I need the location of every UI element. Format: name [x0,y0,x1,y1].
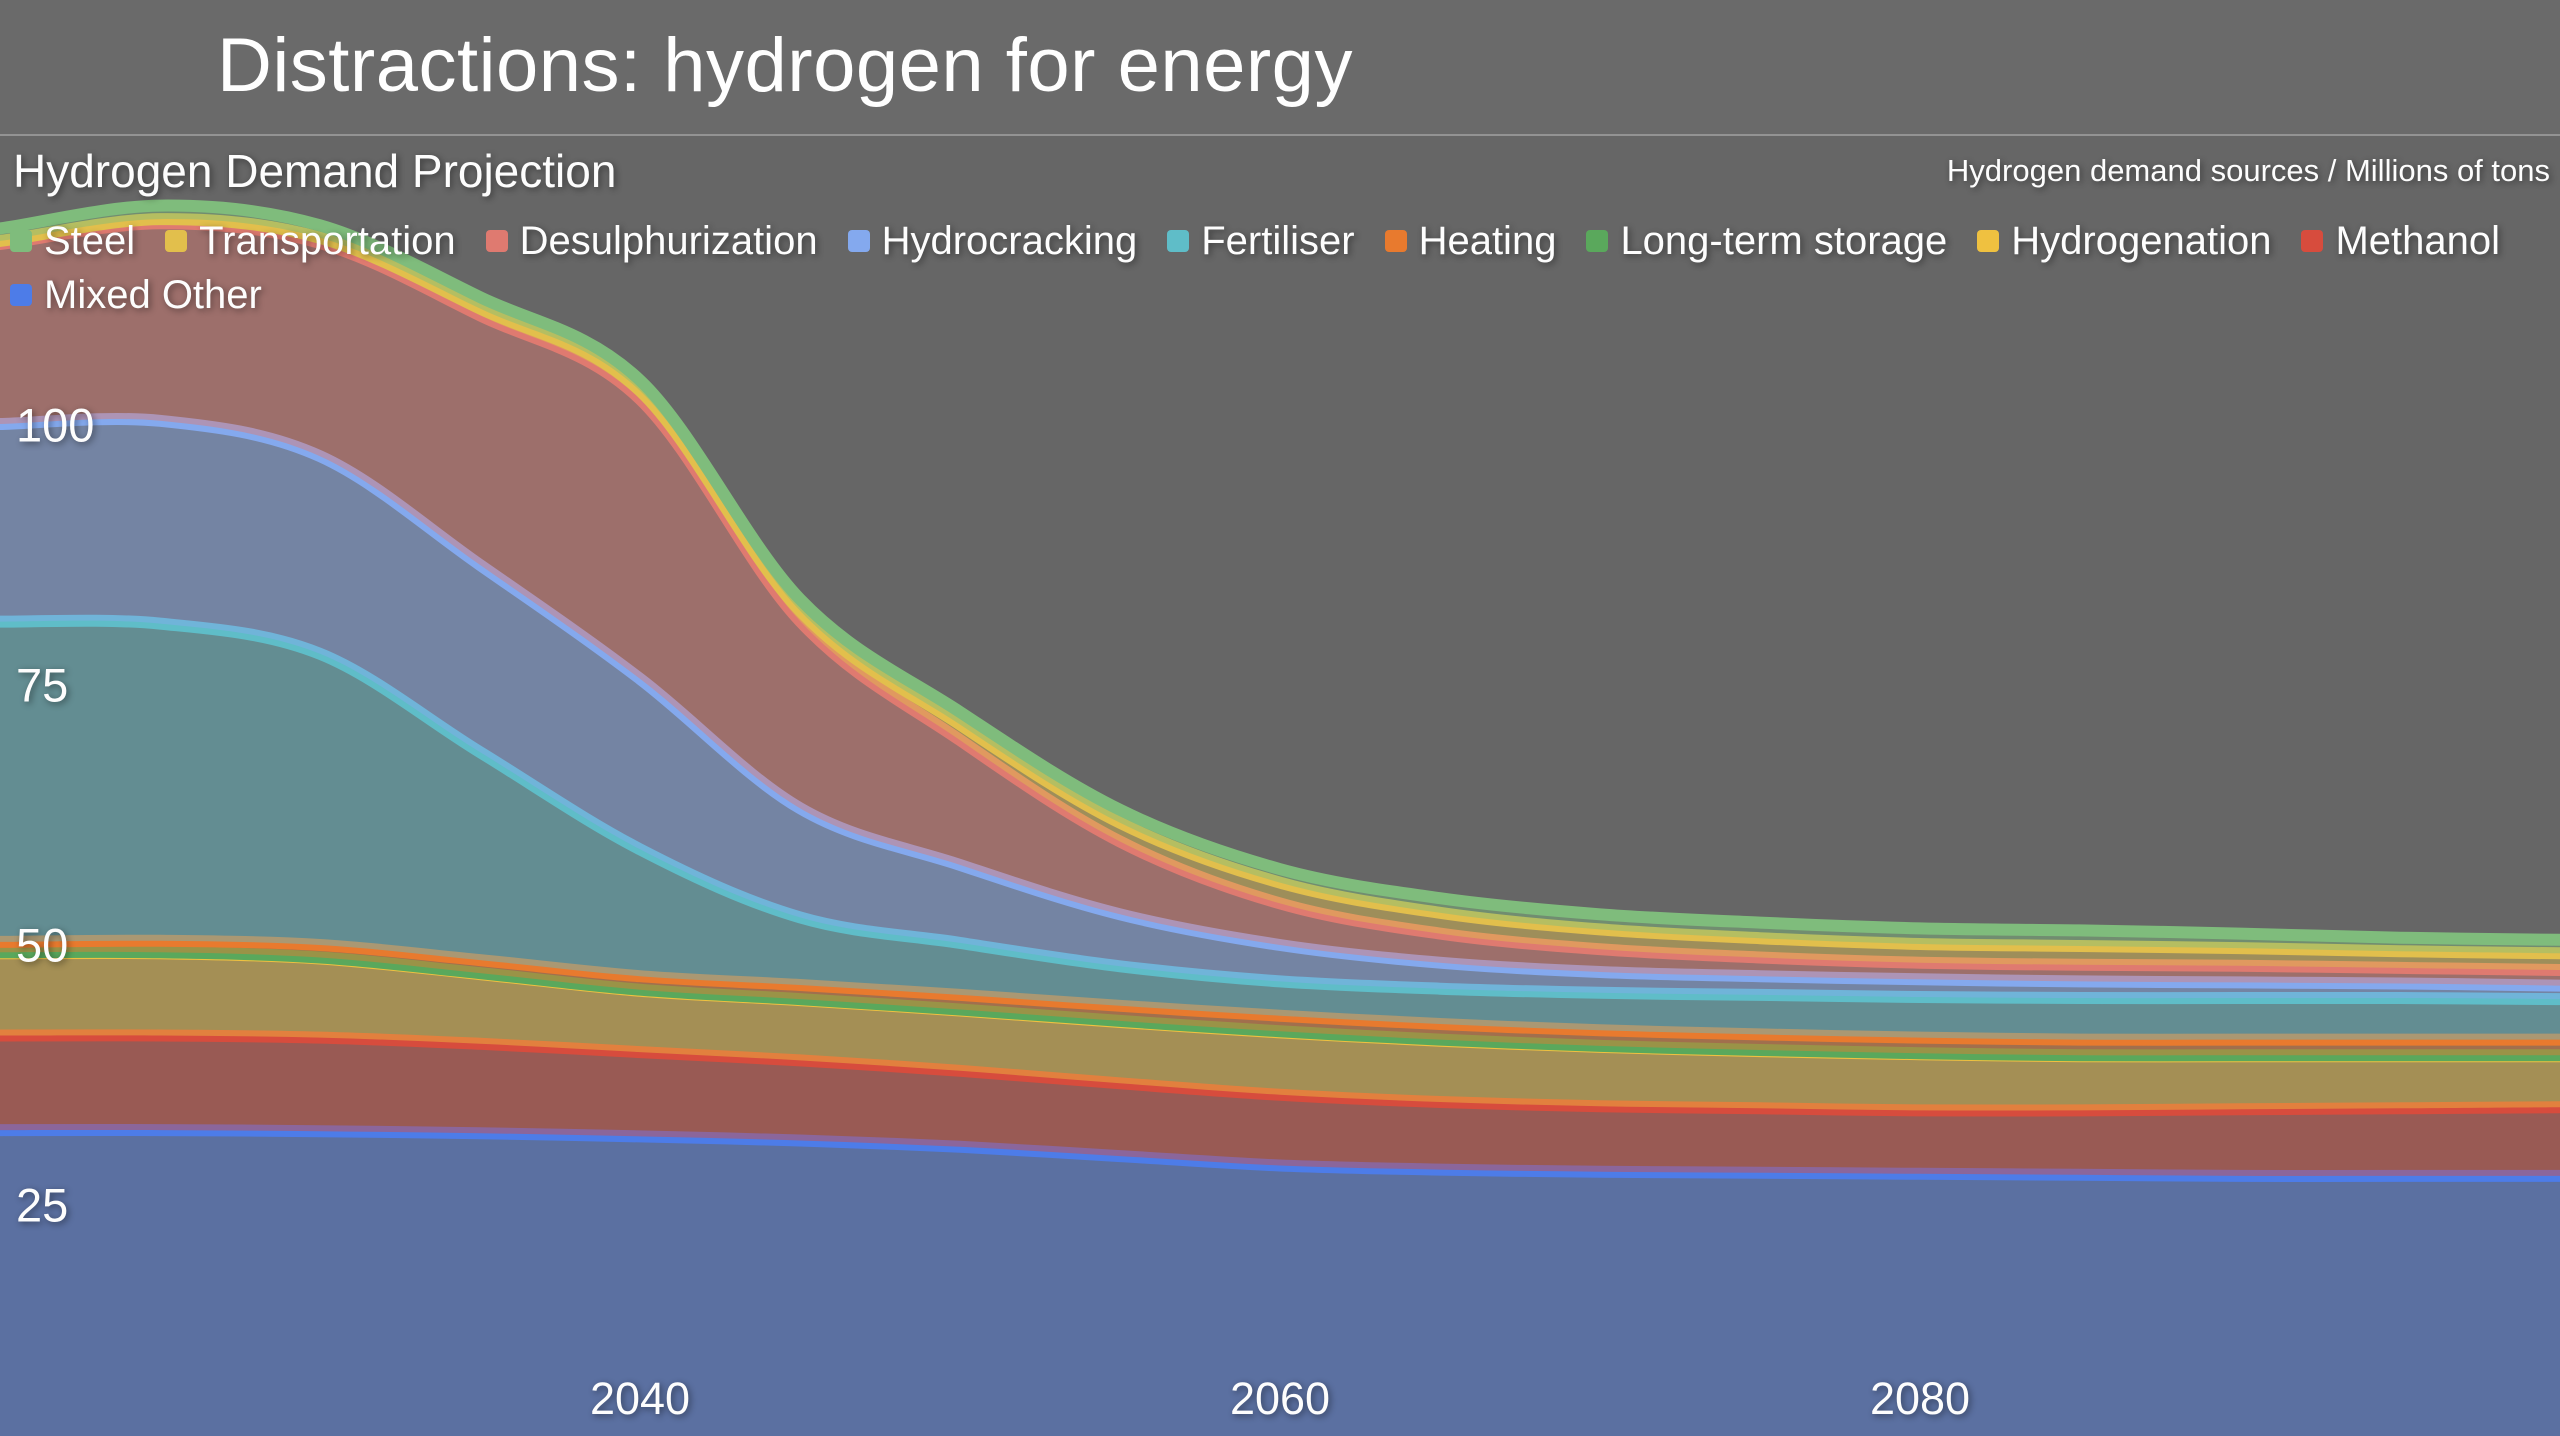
legend-item-transportation[interactable]: Transportation [165,219,456,263]
x-tick-2080: 2080 [1869,1373,1971,1424]
legend-label: Desulphurization [519,219,818,263]
legend-label: Steel [44,219,136,263]
legend-label: Heating [1418,219,1557,263]
long-term-storage-swatch-icon [1586,230,1609,252]
legend-item-fertiliser[interactable]: Fertiliser [1167,219,1355,263]
legend-label: Mixed Other [44,273,262,317]
area-band-hydrocracking [0,418,2560,1000]
transportation-swatch-icon [165,230,188,252]
legend-item-mixed-other[interactable]: Mixed Other [10,273,262,317]
area-band-desulphurization [0,223,2560,986]
y-tick-75: 75 [16,658,69,712]
area-line-steel [0,199,2560,946]
legend: Steel Transportation Desulphurization Hy… [10,219,2555,317]
y-tick-100: 100 [16,398,95,452]
area-line-long-term-storage [0,945,2560,1062]
legend-item-long-term-storage[interactable]: Long-term storage [1586,219,1947,263]
area-line-methanol [0,1029,2560,1117]
y-tick-25: 25 [16,1178,69,1232]
area-band-fertiliser [0,620,2560,1040]
desulphurization-swatch-icon [485,230,508,252]
steel-swatch-icon [10,230,32,252]
area-line-fertiliser [0,614,2560,1006]
legend-label: Methanol [2335,219,2501,263]
methanol-swatch-icon [2301,230,2324,252]
area-line-heating [0,934,2560,1046]
x-tick-2040: 2040 [589,1373,691,1424]
axis-unit-label: Hydrogen demand sources / Millions of to… [1946,153,2550,188]
legend-label: Long-term storage [1620,219,1948,263]
area-line-transportation [0,213,2560,960]
area-band-mixed-other [0,1130,2560,1436]
legend-label: Fertiliser [1201,219,1355,263]
legend-item-heating[interactable]: Heating [1384,219,1557,263]
area-line-mixed-other [0,1124,2560,1182]
chart-region: Hydrogen Demand Projection Hydrogen dema… [0,136,2560,1436]
slide-title: Distractions: hydrogen for energy [217,23,1353,108]
hydrocracking-swatch-icon [847,230,870,252]
legend-label: Transportation [199,219,456,263]
legend-item-steel[interactable]: Steel [10,219,135,263]
stacked-area-plot [0,199,2560,1436]
y-tick-50: 50 [16,918,69,972]
legend-item-hydrogenation[interactable]: Hydrogenation [1977,219,2271,263]
area-line-hydrocracking [0,412,2560,992]
chart-title: Hydrogen Demand Projection [13,145,617,197]
legend-item-methanol[interactable]: Methanol [2301,219,2500,263]
legend-item-hydrocracking[interactable]: Hydrocracking [847,219,1138,263]
hydrogenation-swatch-icon [1977,230,2000,252]
legend-label: Hydrogenation [2011,219,2272,263]
x-tick-2060: 2060 [1229,1373,1331,1424]
legend-item-desulphurization[interactable]: Desulphurization [485,219,818,263]
legend-label: Hydrocracking [881,219,1138,263]
title-bar: Distractions: hydrogen for energy [0,0,2560,136]
fertiliser-swatch-icon [1167,230,1190,252]
area-band-methanol [0,1035,2560,1176]
mixed-other-swatch-icon [10,284,32,306]
heating-swatch-icon [1384,230,1407,252]
